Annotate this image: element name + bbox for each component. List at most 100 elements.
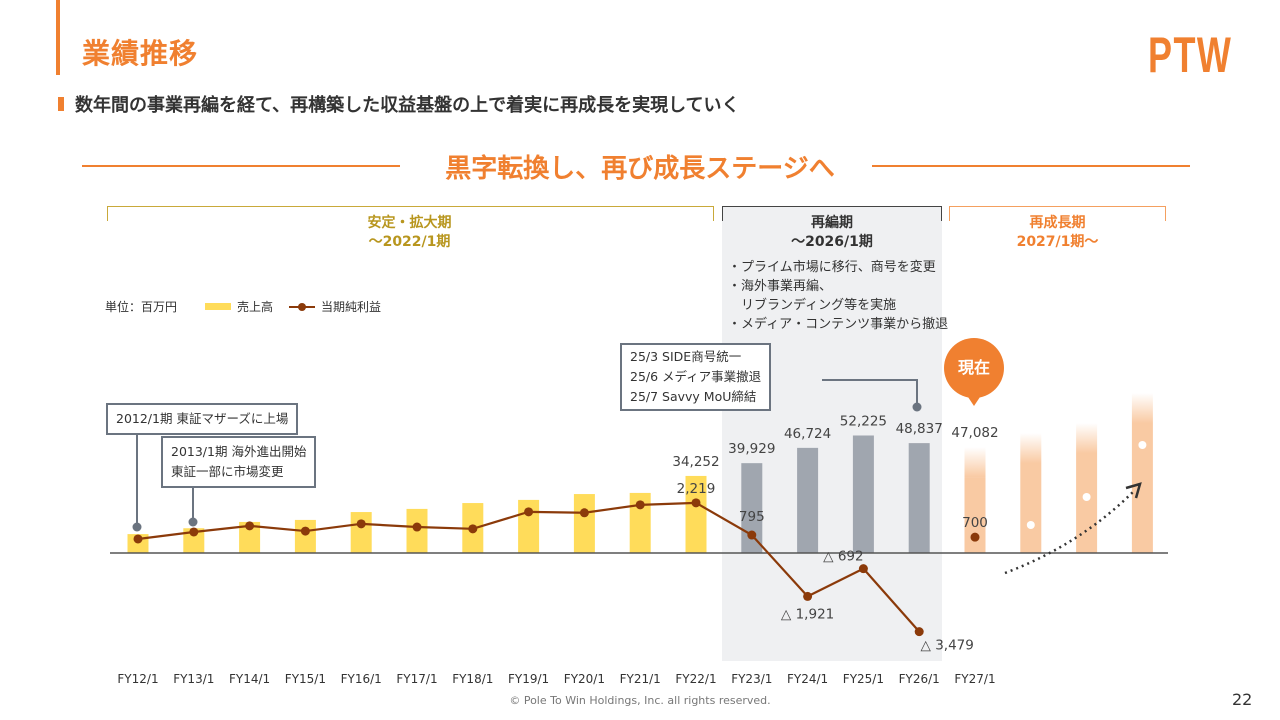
sales-value-label: 48,837 [896,421,943,437]
x-tick-label: FY26/1 [899,672,940,686]
annotation-2012-listing: 2012/1期 東証マザーズに上場 [106,403,299,435]
annotation-dot [912,402,922,412]
subtitle: 数年間の事業再編を経て、再構築した収益基盤の上で着実に再成長を実現していく [75,95,740,116]
sales-bar [239,521,261,553]
legend-swatch-profit [289,302,316,311]
x-tick-label: FY16/1 [341,672,382,686]
copyright: © Pole To Win Holdings, Inc. all rights … [509,694,771,707]
phase-bracket-restructure [722,206,942,221]
sales-bar [852,435,874,553]
headline-rule-left [82,165,400,167]
phase-label-regrowth: 再成長期 2027/1期～ [949,214,1166,252]
headline-rule-right [872,165,1190,167]
sales-bar [908,443,930,553]
phase-period: ～2022/1期 [368,234,451,250]
sales-bar [685,475,707,553]
phase-bracket-regrowth [949,206,1166,221]
bullet-item: リブランディング等を実施 [728,298,897,313]
future-profit-dot [1082,493,1091,501]
phase-period: ～2026/1期 [791,234,873,250]
profit-value-label: △ 3,479 [921,638,974,654]
subtitle-marker [58,97,64,111]
sales-bar [294,519,316,553]
legend-label-profit: 当期純利益 [321,300,382,314]
profit-value-label: △ 1,921 [781,606,834,622]
x-tick-label: FY18/1 [452,672,493,686]
x-tick-label: FY25/1 [843,672,884,686]
sales-value-label: 46,724 [784,426,831,442]
legend-label-sales: 売上高 [237,300,274,314]
annotation-line: 2013/1期 海外進出開始 [171,444,307,459]
headline: 黒字転換し、再び成長ステージへ [445,154,835,184]
x-tick-label: FY20/1 [564,672,605,686]
title-accent-bar [56,0,60,75]
future-bar [1076,453,1098,553]
page-number: 22 [1232,690,1253,709]
sales-value-label: 39,929 [728,441,775,457]
profit-point [300,526,310,536]
annotation-line: 東証一部に市場変更 [171,464,284,479]
x-tick-label: FY21/1 [620,672,661,686]
future-profit-dot [1138,441,1147,449]
profit-point [579,508,589,518]
profit-point [747,530,757,540]
profit-point [524,507,534,517]
future-bar [1020,463,1042,553]
bullet-item: ・海外事業再編、 [728,279,833,294]
profit-value-label: 2,219 [677,481,716,497]
sales-bar [797,447,819,553]
profit-point [356,519,366,529]
profit-point [245,521,255,531]
restructure-bullets: ・プライム市場に移行、商号を変更 ・海外事業再編、 リブランディング等を実施 ・… [728,258,948,334]
annotation-2025-events: 25/3 SIDE商号統一 25/6 メディア事業撤退 25/7 Savvy M… [620,343,772,411]
now-badge-pointer [966,394,982,406]
sales-bar [573,494,595,553]
annotation-connector [822,379,918,407]
annotation-line: 25/3 SIDE商号統一 [630,349,742,364]
phase-label-stable: 安定・拡大期 ～2022/1期 [107,214,712,252]
phase-bracket-stable [107,206,714,221]
future-bar-fade [1020,433,1042,463]
profit-value-label: 795 [739,509,765,525]
growth-arrow-icon [1004,489,1136,575]
profit-value-label: 700 [962,515,988,531]
annotation-2013-overseas: 2013/1期 海外進出開始 東証一部に市場変更 [161,436,317,488]
annotation-line: 25/7 Savvy MoU締結 [630,389,757,404]
sales-bar-fade [964,447,986,478]
x-tick-label: FY23/1 [731,672,772,686]
x-tick-label: FY15/1 [285,672,326,686]
phase-name: 再編期 [811,215,853,231]
x-tick-label: FY12/1 [117,672,158,686]
x-tick-label: FY13/1 [173,672,214,686]
growth-arrow-head [1125,482,1142,499]
x-tick-label: FY17/1 [396,672,437,686]
profit-point [691,498,701,508]
sales-value-label: 34,252 [672,454,719,470]
sales-value-label: 52,225 [840,413,887,429]
profit-point [133,534,143,544]
profit-point [970,532,980,542]
x-tick-label: FY24/1 [787,672,828,686]
annotation-dot [188,517,198,527]
profit-point [914,627,924,637]
unit-label: 単位：百万円 [105,300,178,314]
sales-value-label: 47,082 [951,425,998,441]
bullet-item: ・プライム市場に移行、商号を変更 [728,260,936,275]
future-profit-dot [1026,521,1035,529]
future-bar-fade [1131,393,1153,423]
future-bar [1131,423,1153,553]
legend-swatch-sales [205,303,232,310]
profit-value-label: △ 692 [823,549,863,565]
page-title: 業績推移 [82,37,199,70]
annotation-dot [132,522,142,532]
x-tick-label: FY19/1 [508,672,549,686]
profit-point [412,522,422,532]
x-tick-label: FY27/1 [954,672,995,686]
x-tick-label: FY14/1 [229,672,270,686]
phase-period: 2027/1期～ [1016,234,1099,250]
sales-bar [183,528,205,553]
profit-point [468,524,478,534]
profit-point [803,591,813,601]
bullet-item: ・メディア・コンテンツ事業から撤退 [728,317,949,332]
